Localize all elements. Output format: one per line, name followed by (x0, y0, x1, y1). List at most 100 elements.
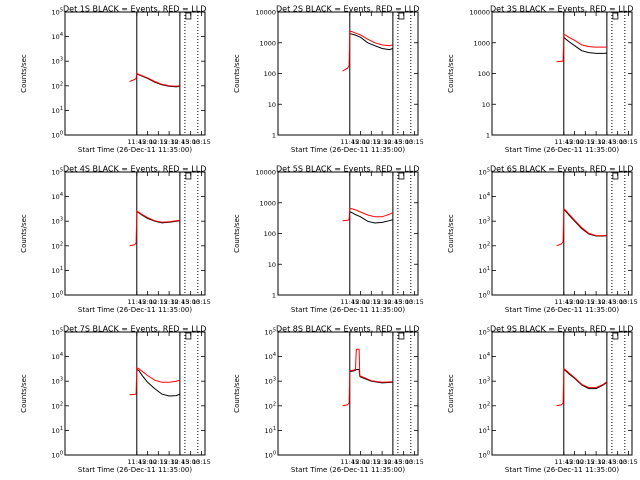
x-axis-label: Start Time (26-Dec-11 11:35:00) (78, 466, 192, 474)
x-tick-label: 12:00 (351, 458, 370, 466)
x-tick-label: 13:00 (394, 138, 413, 146)
x-tick-label: 12:00 (138, 138, 157, 146)
y-tick-label: 10 (482, 101, 490, 109)
y-tick-label: 10000 (255, 169, 276, 177)
x-tick-label: 11:45 (127, 138, 146, 146)
marker-flag-icon (398, 12, 405, 20)
y-tick-label: 101 (52, 106, 63, 115)
x-tick-label: 12:15 (362, 138, 381, 146)
x-tick-label: 12:00 (565, 458, 584, 466)
y-tick-label: 104 (265, 352, 276, 361)
y-axis-label: Counts/sec (447, 214, 455, 253)
events-series-line (349, 211, 394, 224)
x-tick-label: 12:30 (587, 458, 606, 466)
x-tick-label: 12:15 (149, 138, 168, 146)
x-tick-label: 12:45 (171, 458, 190, 466)
x-tick-label: 12:15 (149, 458, 168, 466)
y-tick-label: 100 (479, 291, 490, 300)
chart-panel-9: Det 9S BLACK = Events, RED = LLD 100 101 10… (447, 325, 638, 475)
lld-series-line (129, 367, 181, 396)
y-tick-label: 103 (479, 377, 490, 386)
x-tick-label: 12:45 (171, 138, 190, 146)
marker-flag-icon (185, 12, 192, 20)
lld-series-line (342, 30, 394, 72)
plot-frame (491, 171, 633, 296)
y-tick-label: 103 (52, 217, 63, 226)
y-tick-label: 101 (52, 426, 63, 435)
y-axis-label: Counts/sec (20, 214, 28, 253)
y-tick-label: 100 (264, 70, 276, 78)
chart-panel-1: Det 1S BLACK = Events, RED = LLD 100 101 10… (20, 5, 211, 155)
lld-series-line (556, 367, 608, 407)
y-tick-label: 100 (52, 451, 63, 460)
lld-series-line (342, 207, 394, 222)
events-series-line (349, 33, 394, 51)
x-tick-label: 11:45 (127, 298, 146, 306)
x-tick-label: 13:15 (192, 138, 211, 146)
x-tick-label: 13:00 (608, 298, 627, 306)
chart-panel-4: Det 4S BLACK = Events, RED = LLD 100 101 10… (20, 165, 211, 315)
x-tick-label: 12:45 (384, 458, 403, 466)
x-axis-label: Start Time (26-Dec-11 11:35:00) (291, 466, 405, 474)
plot-frame (64, 331, 206, 456)
x-tick-label: 13:15 (192, 298, 211, 306)
x-axis-label: Start Time (26-Dec-11 11:35:00) (78, 306, 192, 314)
x-tick-label: 12:30 (373, 458, 392, 466)
y-tick-label: 103 (52, 377, 63, 386)
y-tick-label: 100 (478, 70, 490, 78)
x-tick-label: 13:00 (394, 458, 413, 466)
y-tick-label: 1000 (473, 39, 490, 47)
y-axis-label: Counts/sec (20, 54, 28, 93)
plot-frame (64, 11, 206, 136)
chart-panel-7: Det 7S BLACK = Events, RED = LLD 100 101 10… (20, 325, 211, 475)
x-tick-label: 11:45 (127, 458, 146, 466)
x-tick-label: 11:45 (340, 138, 359, 146)
marker-flag-icon (185, 332, 192, 340)
y-tick-label: 105 (265, 328, 276, 337)
x-tick-label: 13:15 (405, 458, 424, 466)
y-axis-label: Counts/sec (233, 374, 241, 413)
y-tick-label: 102 (479, 241, 490, 250)
x-tick-label: 12:45 (384, 138, 403, 146)
x-tick-label: 13:00 (394, 298, 413, 306)
chart-title: Det 4S BLACK = Events, RED = LLD (63, 165, 206, 174)
y-tick-label: 100 (479, 451, 490, 460)
y-tick-label: 102 (52, 241, 63, 250)
y-tick-label: 100 (52, 131, 63, 140)
x-tick-label: 12:15 (576, 138, 595, 146)
y-tick-label: 10000 (255, 9, 276, 17)
y-tick-label: 105 (479, 168, 490, 177)
events-series-line (349, 369, 393, 384)
x-axis-label: Start Time (26-Dec-11 11:35:00) (291, 306, 405, 314)
events-series-line (563, 209, 607, 237)
x-tick-label: 12:30 (373, 298, 392, 306)
y-tick-label: 1000 (259, 199, 276, 207)
x-tick-label: 13:00 (181, 138, 200, 146)
x-tick-label: 13:15 (405, 298, 424, 306)
marker-flag-icon (612, 332, 619, 340)
x-tick-label: 13:15 (619, 298, 638, 306)
y-tick-label: 104 (52, 352, 63, 361)
y-tick-label: 103 (265, 377, 276, 386)
y-tick-label: 1 (272, 292, 276, 300)
plot-frame (277, 331, 419, 456)
x-tick-label: 11:45 (554, 138, 573, 146)
chart-title: Det 2S BLACK = Events, RED = LLD (276, 5, 419, 14)
events-series-line (563, 369, 608, 390)
y-tick-label: 101 (52, 266, 63, 275)
x-tick-label: 11:45 (554, 298, 573, 306)
y-tick-label: 101 (265, 426, 276, 435)
plot-frame (491, 11, 633, 136)
x-tick-label: 12:15 (362, 458, 381, 466)
x-tick-label: 13:00 (608, 138, 627, 146)
y-axis-label: Counts/sec (233, 54, 241, 93)
plot-frame (64, 171, 206, 296)
lld-series-line (129, 210, 180, 247)
chart-title: Det 8S BLACK = Events, RED = LLD (276, 325, 419, 334)
marker-flag-icon (398, 172, 405, 180)
y-tick-label: 105 (52, 328, 63, 337)
chart-title: Det 5S BLACK = Events, RED = LLD (276, 165, 419, 174)
x-tick-label: 11:45 (340, 298, 359, 306)
lld-series-line (556, 207, 607, 247)
x-tick-label: 12:30 (160, 138, 179, 146)
